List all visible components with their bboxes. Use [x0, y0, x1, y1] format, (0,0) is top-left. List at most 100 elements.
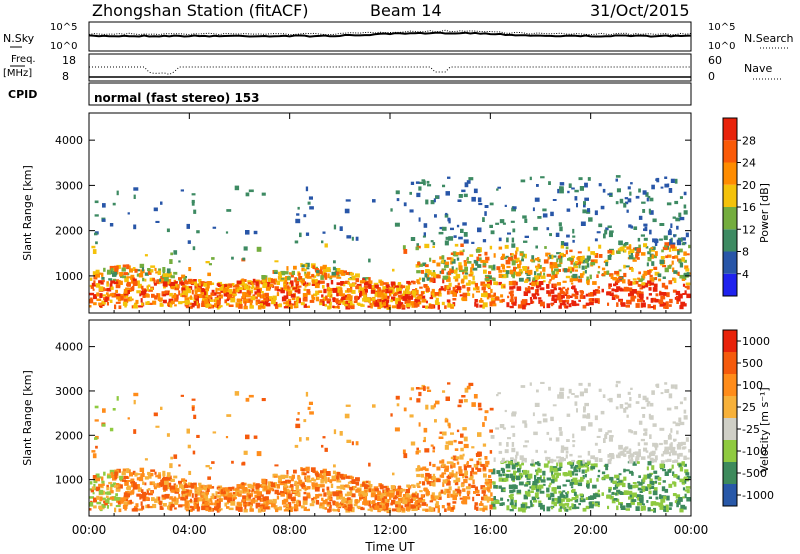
velocity-cell: [161, 507, 164, 510]
velocity-cell: [578, 468, 581, 473]
velocity-cell: [659, 442, 663, 446]
power-cell: [356, 302, 361, 306]
power-cell: [215, 287, 218, 293]
power-cell: [527, 266, 530, 270]
power-cell: [392, 268, 395, 272]
velocity-cell: [583, 406, 586, 411]
power-cell: [655, 239, 659, 243]
colorbar-tick-label: 24: [742, 157, 756, 170]
velocity-cell: [430, 405, 435, 410]
power-cell: [435, 301, 440, 305]
power-cell: [219, 286, 223, 291]
power-cell: [659, 259, 665, 265]
velocity-cell: [401, 508, 406, 512]
velocity-cell: [201, 495, 205, 498]
velocity-cell: [275, 508, 279, 513]
power-cell: [524, 270, 530, 274]
power-cell: [379, 299, 382, 302]
velocity-cell: [605, 432, 609, 435]
velocity-cell: [281, 491, 285, 495]
power-cell: [428, 270, 432, 275]
power-cell: [649, 229, 652, 235]
power-cell: [293, 305, 297, 309]
velocity-cell: [619, 491, 623, 494]
power-cell: [504, 204, 507, 207]
power-cell: [327, 305, 331, 310]
velocity-cell: [316, 483, 321, 489]
power-cell: [287, 276, 291, 280]
power-cell: [566, 208, 571, 212]
power-cell: [263, 300, 269, 306]
power-cell: [153, 282, 157, 286]
power-cell: [247, 286, 251, 289]
velocity-cell: [251, 489, 255, 492]
velocity-cell: [134, 472, 138, 477]
power-cell: [542, 280, 546, 283]
power-cell: [521, 258, 524, 262]
velocity-cell: [595, 494, 601, 498]
power-cell: [638, 244, 641, 249]
velocity-cell: [133, 392, 139, 397]
power-cell: [228, 304, 234, 307]
power-cell: [486, 283, 491, 288]
velocity-cell: [236, 491, 240, 496]
velocity-cell: [413, 505, 416, 509]
velocity-cell: [402, 494, 406, 497]
velocity-cell: [193, 497, 198, 502]
power-cell: [571, 300, 574, 305]
power-cell: [459, 250, 463, 253]
velocity-cell: [355, 481, 360, 486]
velocity-cell: [115, 497, 121, 500]
velocity-cell: [505, 459, 509, 462]
velocity-cell: [564, 496, 568, 500]
velocity-cell: [457, 486, 460, 489]
power-cell: [432, 259, 436, 264]
power-cell: [344, 302, 347, 306]
power-cell: [609, 230, 614, 233]
velocity-cell: [370, 488, 375, 492]
velocity-cell: [501, 468, 505, 474]
power-cell: [485, 279, 491, 283]
power-cell: [450, 252, 454, 255]
power-cell: [489, 301, 493, 307]
power-cell: [170, 286, 175, 290]
velocity-cell: [174, 501, 179, 505]
power-cell: [664, 242, 670, 247]
power-cell: [436, 274, 441, 279]
power-cell: [309, 206, 314, 210]
power-cell: [625, 201, 629, 205]
power-cell: [565, 290, 569, 295]
power-cell: [415, 288, 418, 292]
velocity-cell: [548, 484, 551, 488]
velocity-cell: [632, 482, 637, 485]
velocity-cell: [542, 413, 547, 417]
velocity-cell: [514, 475, 518, 480]
power-cell: [326, 298, 332, 302]
velocity-cell: [624, 469, 630, 472]
velocity-cell: [501, 457, 505, 462]
velocity-cell: [524, 484, 529, 487]
velocity-cell: [255, 487, 260, 492]
power-cell: [589, 298, 595, 303]
velocity-cell: [516, 489, 521, 494]
power-cell: [434, 300, 439, 303]
power-cell: [551, 303, 554, 307]
velocity-cell: [493, 485, 498, 489]
power-cell: [227, 294, 232, 299]
power-cell: [144, 272, 149, 276]
velocity-cell: [216, 495, 222, 498]
velocity-cell: [480, 501, 483, 506]
velocity-cell: [515, 462, 519, 466]
power-cell: [402, 245, 406, 250]
velocity-cell: [104, 502, 108, 506]
velocity-cell: [246, 493, 250, 498]
power-cell: [319, 301, 323, 306]
power-cell: [315, 278, 318, 283]
velocity-cell: [659, 463, 665, 469]
power-cell: [501, 274, 507, 279]
power-cell: [169, 302, 173, 308]
power-cell: [294, 277, 297, 282]
power-cell: [571, 300, 577, 306]
velocity-cell: [529, 500, 532, 503]
velocity-cell: [626, 503, 631, 508]
